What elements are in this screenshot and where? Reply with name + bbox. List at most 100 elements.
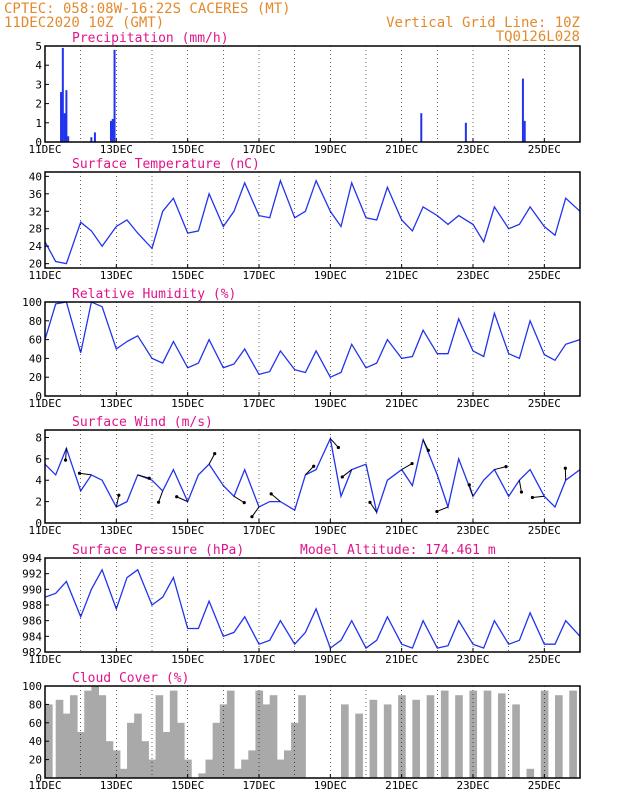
cloud-bar bbox=[169, 690, 178, 778]
humidity-ytick-label: 0 bbox=[35, 390, 42, 403]
precipitation-xtick-label: 15DEC bbox=[171, 143, 204, 156]
cloud-bar bbox=[262, 704, 271, 778]
wind-arrow-head bbox=[213, 452, 217, 456]
cloud-bar bbox=[105, 741, 114, 778]
precipitation-bar bbox=[61, 47, 64, 142]
cloud-ytick-label: 100 bbox=[22, 680, 42, 693]
wind-arrow bbox=[369, 502, 378, 513]
wind-arrow bbox=[468, 484, 474, 497]
precipitation-bar bbox=[93, 132, 96, 142]
precipitation-bar bbox=[113, 49, 116, 143]
precipitation-xtick-label: 17DEC bbox=[242, 143, 275, 156]
humidity-frame bbox=[44, 301, 581, 397]
temperature-ytick-label: 28 bbox=[29, 223, 42, 236]
cloud-bar bbox=[219, 704, 228, 778]
wind-arrow bbox=[305, 465, 315, 476]
wind-arrow-head bbox=[312, 464, 316, 468]
precipitation-xtick-label: 13DEC bbox=[100, 143, 133, 156]
humidity-xtick-label: 23DEC bbox=[456, 397, 489, 410]
precipitation-bar bbox=[111, 118, 114, 142]
cloud-ytick-label: 0 bbox=[35, 772, 42, 785]
wind-xtick-label: 21DEC bbox=[385, 524, 418, 537]
wind-arrow bbox=[79, 472, 92, 476]
wind-xtick-label: 23DEC bbox=[456, 524, 489, 537]
precipitation-bar bbox=[63, 113, 66, 142]
pressure-xtick-label: 17DEC bbox=[242, 653, 275, 666]
precipitation-bar bbox=[60, 92, 63, 142]
humidity-xtick-label: 13DEC bbox=[100, 397, 133, 410]
cloud-bar bbox=[298, 695, 306, 778]
wind-arrow-head bbox=[410, 461, 414, 466]
wind-line bbox=[44, 436, 581, 515]
precipitation-bar bbox=[420, 113, 423, 142]
cloud-ytick-label: 20 bbox=[29, 754, 42, 767]
pressure-title: Surface Pressure (hPa) bbox=[72, 543, 244, 558]
temperature-ytick-label: 32 bbox=[29, 205, 42, 218]
precipitation-xtick-label: 25DEC bbox=[528, 143, 561, 156]
cloud-xtick-label: 25DEC bbox=[528, 779, 561, 792]
wind-arrow-head bbox=[156, 500, 161, 504]
cloud-bar bbox=[369, 699, 378, 778]
cloud-title: Cloud Cover (%) bbox=[72, 671, 189, 686]
pressure-ytick-label: 990 bbox=[22, 583, 42, 596]
wind-arrow bbox=[422, 439, 429, 451]
precipitation-bar bbox=[521, 78, 524, 142]
cloud-bar bbox=[412, 699, 420, 778]
wind-xtick-label: 11DEC bbox=[28, 524, 61, 537]
cloud-bar bbox=[555, 695, 563, 778]
precipitation-title: Precipitation (mm/h) bbox=[72, 31, 229, 46]
temperature-xtick-label: 21DEC bbox=[385, 269, 418, 282]
cloud-bar bbox=[141, 741, 149, 778]
humidity-xtick-label: 17DEC bbox=[242, 397, 275, 410]
temperature-ytick-label: 24 bbox=[29, 240, 43, 253]
wind-arrow bbox=[251, 506, 260, 517]
cloud-xtick-label: 23DEC bbox=[456, 779, 489, 792]
wind-xtick-label: 25DEC bbox=[528, 524, 561, 537]
cloud-bar bbox=[248, 750, 256, 778]
temperature-xtick-label: 25DEC bbox=[528, 269, 561, 282]
wind-arrow-head bbox=[242, 501, 246, 505]
cloud-xtick-label: 11DEC bbox=[28, 779, 61, 792]
wind-arrow-head bbox=[563, 466, 567, 470]
wind-arrow-head bbox=[530, 495, 534, 500]
pressure-ytick-label: 984 bbox=[22, 630, 42, 643]
cloud-bar bbox=[91, 686, 99, 778]
wind-ytick-label: 2 bbox=[35, 496, 42, 509]
cloud-ytick-label: 40 bbox=[29, 735, 42, 748]
temperature-ytick-label: 20 bbox=[29, 258, 42, 271]
wind-arrow bbox=[270, 493, 281, 503]
cloud-xtick-label: 21DEC bbox=[385, 779, 418, 792]
cloud-xtick-label: 13DEC bbox=[100, 779, 133, 792]
cloud-bar bbox=[205, 759, 214, 778]
wind-ytick-label: 8 bbox=[35, 431, 42, 444]
cloud-ytick-label: 80 bbox=[29, 698, 42, 711]
precipitation-bar bbox=[90, 137, 93, 142]
cloud-bar bbox=[355, 713, 363, 778]
pressure-ytick-label: 988 bbox=[22, 599, 42, 612]
wind-ytick-label: 0 bbox=[35, 517, 42, 530]
cloud-bar bbox=[455, 695, 463, 778]
wind-arrow-head bbox=[519, 490, 524, 494]
humidity-line bbox=[44, 301, 581, 379]
temperature-xtick-label: 15DEC bbox=[171, 269, 204, 282]
cloud-bar bbox=[226, 690, 235, 778]
pressure-xtick-label: 23DEC bbox=[456, 653, 489, 666]
pressure-annotation: Model Altitude: 174.461 m bbox=[300, 543, 496, 558]
cloud-bar bbox=[241, 759, 249, 778]
cloud-ytick-label: 60 bbox=[29, 717, 42, 730]
header-location: CPTEC: 058:08W-16:22S CACERES (MT) bbox=[4, 1, 291, 17]
wind-arrow bbox=[115, 495, 120, 508]
pressure-frame bbox=[44, 557, 581, 653]
temperature-title: Surface Temperature (nC) bbox=[72, 157, 260, 172]
pressure-ytick-label: 982 bbox=[22, 646, 42, 659]
temperature-frame bbox=[44, 171, 581, 269]
precipitation-xtick-label: 11DEC bbox=[28, 143, 61, 156]
humidity-xtick-label: 21DEC bbox=[385, 397, 418, 410]
temperature-xtick-label: 13DEC bbox=[100, 269, 133, 282]
cloud-bar bbox=[440, 690, 449, 778]
wind-frame bbox=[44, 429, 581, 524]
cloud-bar bbox=[198, 773, 206, 778]
cloud-bar bbox=[112, 750, 121, 778]
pressure-line bbox=[44, 568, 581, 650]
wind-arrow bbox=[494, 466, 507, 471]
